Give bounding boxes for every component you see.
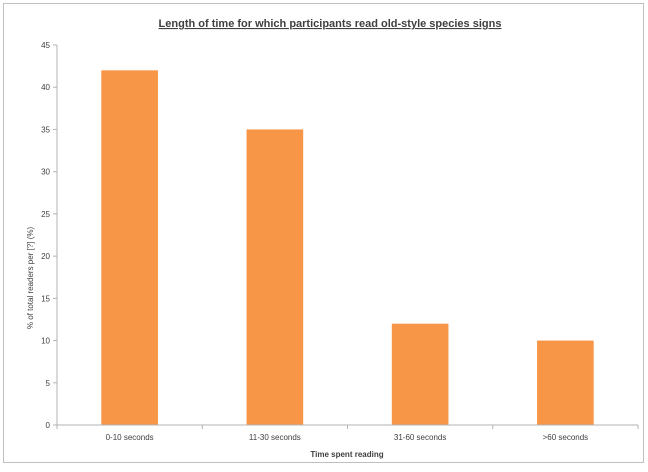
axes: [56, 45, 638, 426]
bar: [391, 323, 449, 425]
bar: [537, 340, 594, 425]
y-axis-ticks: 0 5 10 15 20 25 30 35 40 45: [41, 41, 57, 430]
x-axis-ticks: 0-10 seconds 11-30 seconds 31-60 seconds >6…: [56, 425, 639, 442]
bar-series: [101, 70, 594, 425]
bar: [246, 129, 304, 425]
x-tick-label: 11-30 seconds: [249, 433, 301, 442]
y-tick-label: 45: [41, 41, 50, 50]
chart-title: Length of time for which participants re…: [159, 18, 502, 30]
x-tick-label: 0-10 seconds: [106, 433, 154, 442]
x-axis-label: Time spent reading: [310, 450, 383, 459]
y-tick-label: 5: [46, 379, 51, 388]
x-tick-label: 31-60 seconds: [394, 433, 446, 442]
y-tick-label: 15: [41, 294, 50, 303]
y-tick-label: 25: [41, 210, 50, 219]
y-tick-label: 20: [41, 252, 50, 261]
x-tick-label: >60 seconds: [543, 433, 589, 442]
y-tick-label: 0: [46, 421, 51, 430]
y-axis-label: % of total readers per [?] (%): [26, 227, 35, 330]
y-tick-label: 10: [41, 337, 50, 346]
y-tick-label: 40: [41, 83, 50, 92]
y-tick-label: 35: [41, 125, 50, 134]
bar: [101, 70, 158, 425]
y-tick-label: 30: [41, 168, 50, 177]
